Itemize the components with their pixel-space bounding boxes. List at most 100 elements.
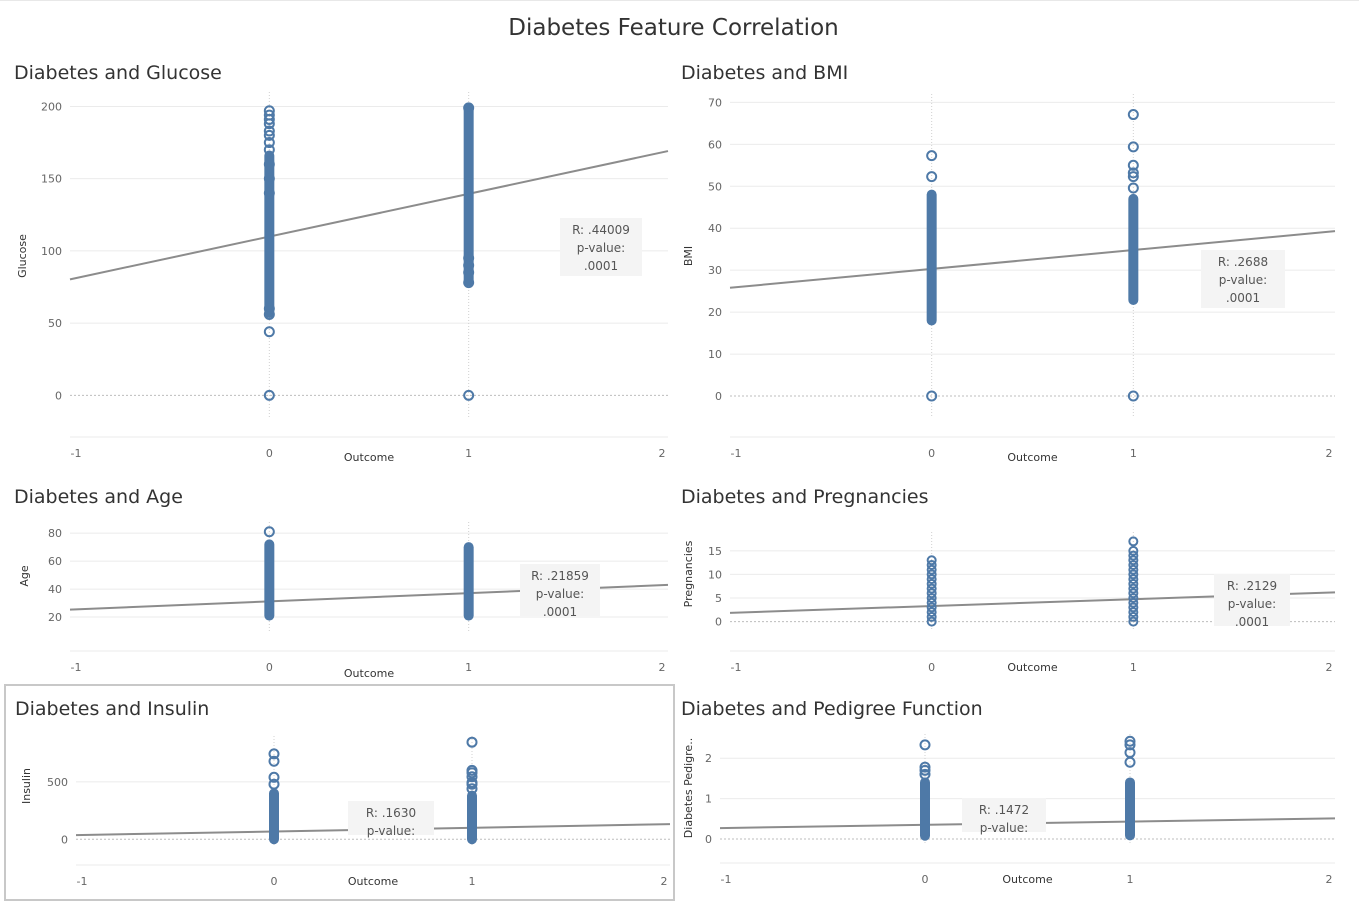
data-point <box>1127 159 1139 171</box>
data-point <box>263 303 275 315</box>
insulin-scatter-plot[interactable]: 0 500 -1 0 1 2 Outcome Insulin R: .1630 p-value: <box>6 686 677 903</box>
data-point <box>1127 182 1139 194</box>
x-tick-label: -1 <box>721 873 732 886</box>
x-tick-label: -1 <box>71 447 82 460</box>
data-point <box>463 259 475 271</box>
data-point <box>463 252 475 264</box>
glucose-scatter-plot[interactable]: 0 50 100 150 200 -1 0 1 2 Outcome Glucose R: .44009… <box>0 52 676 472</box>
bmi-scatter-plot[interactable]: 0 10 20 30 40 50 60 70 -1 0 1 2 Outcome BMI R: .2688 p-… <box>676 52 1359 472</box>
data-point <box>466 783 478 795</box>
y-tick-label: 0 <box>55 389 62 402</box>
data-point <box>268 778 280 790</box>
bmi-panel[interactable]: Diabetes and BMI 0 10 20 30 40 50 60 70 -1 0 1 2 Out… <box>676 52 1359 472</box>
x-tick-label: 2 <box>1326 873 1333 886</box>
data-point <box>926 569 937 580</box>
p-value-label: p-value: <box>980 821 1028 835</box>
data-point <box>263 158 275 170</box>
data-point <box>1124 735 1136 747</box>
y-tick-label: 20 <box>48 611 62 624</box>
data-point <box>263 129 275 141</box>
y-tick-label: 500 <box>47 776 68 789</box>
data-point <box>1124 739 1136 751</box>
annotation-box <box>1214 574 1290 626</box>
x-tick-label: 1 <box>1127 873 1134 886</box>
data-point <box>1127 109 1139 121</box>
y-tick-label: 40 <box>708 222 722 235</box>
y-tick-label: 150 <box>41 173 62 186</box>
x-axis-label: Outcome <box>344 451 394 464</box>
p-value: .0001 <box>1226 291 1260 305</box>
age-scatter-plot[interactable]: 20 40 60 80 -1 0 1 2 Outcome Age R: .21859 p-value:… <box>0 476 676 684</box>
panel-title: Diabetes and Glucose <box>14 62 222 84</box>
data-point <box>1127 141 1139 153</box>
data-point <box>926 150 938 162</box>
data-point <box>463 102 475 114</box>
data-point <box>926 588 937 599</box>
data-point <box>1124 756 1136 768</box>
y-tick-label: 20 <box>708 306 722 319</box>
y-tick-label: 0 <box>61 833 68 846</box>
x-tick-label: 2 <box>659 661 666 674</box>
y-tick-label: 0 <box>715 390 722 403</box>
data-point <box>268 748 280 760</box>
annotation-box <box>520 564 600 616</box>
pedigree-panel[interactable]: Diabetes and Pedigree Function 0 1 2 -1 0 1 2 O… <box>676 684 1359 901</box>
insulin-panel[interactable]: Diabetes and Insulin 0 500 -1 0 1 2 Outcome Ins… <box>4 684 675 901</box>
y-tick-label: 50 <box>708 180 722 193</box>
data-point <box>263 526 275 538</box>
data-point <box>1128 564 1139 575</box>
panel-title: Diabetes and Pedigree Function <box>681 698 983 720</box>
data-point <box>1127 171 1139 183</box>
x-tick-label: 1 <box>465 447 472 460</box>
x-axis-label: Outcome <box>344 667 394 680</box>
age-panel[interactable]: Diabetes and Age 20 40 60 80 -1 0 1 2 Outcome Age… <box>0 476 676 684</box>
data-point <box>263 125 275 137</box>
data-point <box>926 593 937 603</box>
y-tick-label: 40 <box>48 583 62 596</box>
data-point <box>919 739 931 751</box>
data-point <box>1128 597 1139 608</box>
pregnancies-panel[interactable]: Diabetes and Pregnancies 0 5 10 15 -1 0 1 2 Outc… <box>676 476 1359 684</box>
y-tick-label: 0 <box>705 833 712 846</box>
x-tick-label: 0 <box>922 873 929 886</box>
data-point <box>263 144 275 156</box>
data-point <box>466 771 478 783</box>
dashboard-title: Diabetes Feature Correlation <box>508 15 839 41</box>
x-tick-label: -1 <box>71 661 82 674</box>
data-point <box>919 768 931 780</box>
p-value-label: p-value: <box>577 241 625 255</box>
x-tick-label: 1 <box>1130 661 1137 674</box>
y-tick-label: 70 <box>708 96 722 109</box>
x-tick-label: 0 <box>928 447 935 460</box>
annotation-box <box>962 798 1046 832</box>
x-tick-label: 0 <box>266 447 273 460</box>
data-point <box>263 389 275 401</box>
data-point <box>268 771 280 783</box>
y-axis-label: Insulin <box>20 768 33 804</box>
glucose-panel[interactable]: Diabetes and Glucose 0 50 100 150 200 -1 0 1 2 Ou… <box>0 52 676 472</box>
data-point <box>263 326 275 338</box>
data-point <box>1128 583 1139 594</box>
data-point <box>926 583 937 594</box>
x-tick-label: -1 <box>731 661 742 674</box>
data-point <box>1128 607 1139 618</box>
y-tick-label: 10 <box>708 348 722 361</box>
r-value-label: R: .21859 <box>531 569 589 583</box>
data-point <box>263 187 275 199</box>
pedigree-scatter-plot[interactable]: 0 1 2 -1 0 1 2 Outcome Diabetes Pedigre.. R: .147… <box>676 684 1359 901</box>
y-tick-label: 100 <box>41 245 62 258</box>
p-value: .0001 <box>543 605 577 619</box>
pregnancies-scatter-plot[interactable]: 0 5 10 15 -1 0 1 2 Outcome Pregnancies R: .2129 p-v… <box>676 476 1359 684</box>
p-value-label: p-value: <box>1228 597 1276 611</box>
panel-title: Diabetes and BMI <box>681 62 849 84</box>
x-tick-label: 1 <box>469 875 476 888</box>
data-point <box>1127 390 1139 402</box>
x-axis-label: Outcome <box>1007 451 1057 464</box>
y-axis-label: BMI <box>682 246 695 266</box>
annotation-box <box>560 218 642 276</box>
y-tick-label: 10 <box>708 568 722 581</box>
data-point <box>1128 560 1139 570</box>
r-value-label: R: .1630 <box>366 806 416 820</box>
data-point <box>263 308 275 320</box>
data-point <box>466 736 478 748</box>
